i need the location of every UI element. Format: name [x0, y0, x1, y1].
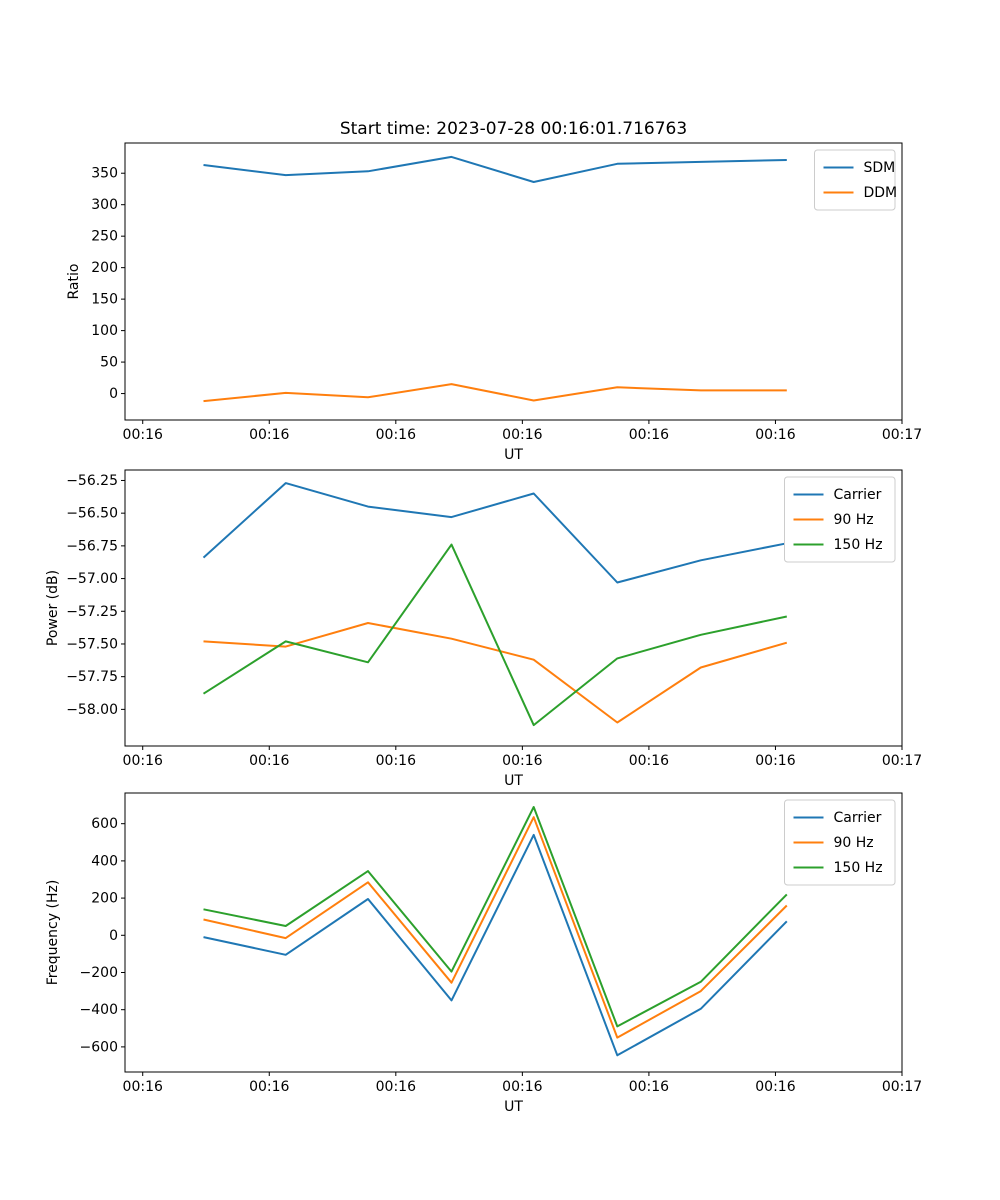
- y-tick-label: 100: [91, 323, 118, 339]
- y-tick-label: 50: [100, 355, 118, 371]
- 90-hz-legend-label: 90 Hz: [834, 512, 874, 528]
- y-tick-label: 300: [91, 197, 118, 213]
- carrier-line: [202, 482, 787, 584]
- y-tick-label: 350: [91, 166, 118, 182]
- x-tick-label: 00:16: [502, 427, 542, 443]
- y-tick-label: −57.50: [66, 636, 118, 652]
- x-tick-label: 00:16: [755, 427, 795, 443]
- y-tick-label: 200: [91, 891, 118, 907]
- x-tick-label: 00:16: [629, 753, 669, 769]
- ddm-line: [203, 383, 787, 403]
- legend-box: [814, 149, 896, 211]
- y-tick-label: −57.25: [66, 604, 118, 620]
- x-tick-label: 00:16: [123, 1079, 163, 1095]
- x-tick-label: 00:16: [376, 427, 416, 443]
- y-axis: 0 50 100 150 200 250 300 350: [91, 166, 125, 402]
- x-tick-label: 00:16: [376, 753, 416, 769]
- x-tick-label: 00:17: [882, 753, 922, 769]
- y-tick-label: 200: [91, 260, 118, 276]
- 150-hz-legend-label: 150 Hz: [834, 537, 883, 553]
- x-axis: 00:16 00:16 00:16 00:16 00:16 00:16 00:17: [123, 746, 922, 769]
- y-tick-label: 400: [91, 853, 118, 869]
- legend: Carrier 90 Hz 150 Hz: [784, 476, 896, 563]
- x-axis-label: UT: [504, 773, 523, 789]
- y-tick-label: 150: [91, 292, 118, 308]
- carrier-legend-label: Carrier: [834, 487, 882, 503]
- legend: SDM DDM: [814, 149, 898, 211]
- sdm-legend-label: SDM: [864, 160, 896, 176]
- carrier-legend-label: Carrier: [834, 810, 882, 826]
- y-tick-label: 0: [109, 386, 118, 402]
- chart-frequency-hz: 00:16 00:16 00:16 00:16 00:16 00:16 00:17−600−…: [45, 792, 922, 1115]
- 150-hz-line: [203, 806, 788, 1028]
- x-tick-label: 00:16: [502, 1079, 542, 1095]
- sdm-line: [203, 155, 787, 183]
- x-tick-label: 00:16: [123, 753, 163, 769]
- 90-hz-legend-label: 90 Hz: [834, 835, 874, 851]
- carrier-line: [203, 833, 788, 1057]
- x-tick-label: 00:17: [882, 427, 922, 443]
- legend: Carrier 90 Hz 150 Hz: [784, 799, 896, 886]
- legend-box: [784, 799, 896, 886]
- x-tick-label: 00:16: [249, 427, 289, 443]
- x-tick-label: 00:16: [629, 1079, 669, 1095]
- y-tick-label: 0: [109, 928, 118, 944]
- x-tick-label: 00:16: [249, 753, 289, 769]
- legend-box: [784, 476, 896, 563]
- x-axis: 00:16 00:16 00:16 00:16 00:16 00:16 00:17: [123, 1072, 922, 1095]
- y-axis-label: Frequency (Hz): [45, 880, 61, 986]
- x-tick-label: 00:16: [502, 753, 542, 769]
- x-tick-label: 00:16: [123, 427, 163, 443]
- y-axis-label: Ratio: [66, 264, 82, 300]
- 150-hz-line: [202, 543, 788, 727]
- chart-power-db: 00:16 00:16 00:16 00:16 00:16 00:16 00:17 −58.0…: [45, 469, 922, 789]
- x-tick-label: 00:16: [249, 1079, 289, 1095]
- 150-hz-legend-label: 150 Hz: [834, 860, 883, 876]
- y-tick-label: −600: [80, 1039, 118, 1055]
- x-axis-label: UT: [504, 447, 523, 463]
- y-tick-label: −58.00: [66, 702, 118, 718]
- x-tick-label: 00:16: [376, 1079, 416, 1095]
- x-axis-label: UT: [504, 1099, 523, 1115]
- y-axis: −600 −400 −200 0 200 400 600: [80, 816, 125, 1055]
- x-tick-label: 00:16: [755, 1079, 795, 1095]
- y-tick-label: 600: [91, 816, 118, 832]
- chart-ratio: 00:16 00:16 00:16 00:16 00:16 00:16 00:17 0 50 10…: [66, 142, 922, 463]
- plot-frame: [124, 142, 903, 421]
- 90-hz-line: [203, 816, 788, 1039]
- y-tick-label: −57.00: [66, 571, 118, 587]
- 90-hz-line: [203, 622, 788, 724]
- x-tick-label: 00:17: [882, 1079, 922, 1095]
- y-tick-label: −57.75: [66, 669, 118, 685]
- x-axis: 00:16 00:16 00:16 00:16 00:16 00:16 00:17: [123, 420, 922, 443]
- y-tick-label: −200: [80, 965, 118, 981]
- y-tick-label: −56.75: [66, 538, 118, 554]
- y-axis: −58.00 −57.75 −57.50 −57.25 −57.00 −56.75 −56.…: [66, 473, 125, 718]
- y-tick-label: −400: [80, 1002, 118, 1018]
- x-tick-label: 00:16: [629, 427, 669, 443]
- plot-frame: [124, 469, 903, 747]
- ddm-legend-label: DDM: [864, 185, 898, 201]
- y-axis-label: Power (dB): [45, 570, 61, 646]
- y-tick-label: 250: [91, 229, 118, 245]
- y-tick-label: −56.50: [66, 506, 118, 522]
- y-tick-label: −56.25: [66, 473, 118, 489]
- x-tick-label: 00:16: [755, 753, 795, 769]
- figure-title: Start time: 2023-07-28 00:16:01.716763: [339, 119, 688, 139]
- plot-frame: [124, 792, 903, 1073]
